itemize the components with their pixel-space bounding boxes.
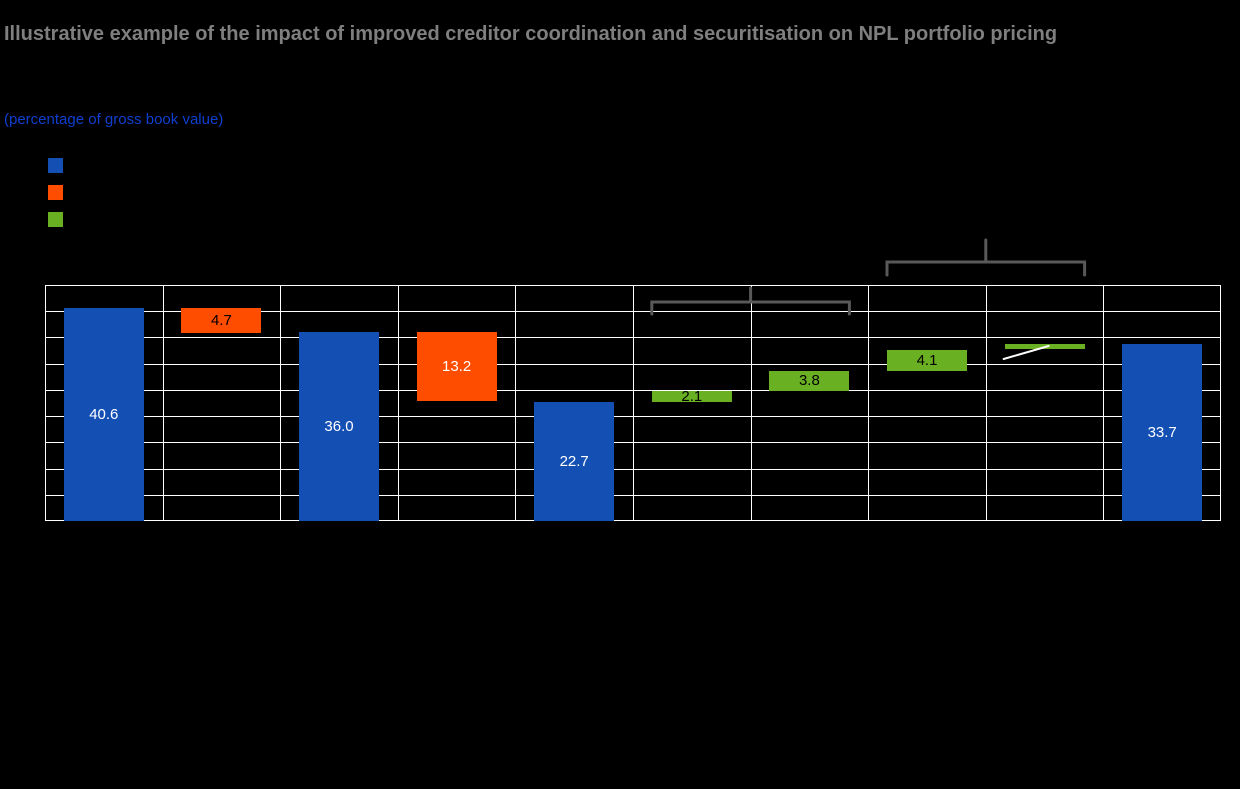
gridline-vertical bbox=[515, 285, 516, 521]
chart-title: Illustrative example of the impact of im… bbox=[4, 23, 1058, 45]
gridline-vertical bbox=[868, 285, 869, 521]
bar-value-label: 4.1 bbox=[916, 351, 938, 369]
bar-value-label: 3.8 bbox=[798, 372, 820, 390]
group-brace-1 bbox=[885, 238, 1087, 277]
gridline-vertical bbox=[398, 285, 399, 521]
chart-legend bbox=[48, 158, 63, 233]
gridline-vertical bbox=[751, 285, 752, 521]
waterfall-bar-col6: 3.8 bbox=[769, 371, 850, 391]
gridline-vertical bbox=[163, 285, 164, 521]
bar-value-label: 33.7 bbox=[1147, 424, 1177, 442]
waterfall-bar-col5: 2.1 bbox=[651, 387, 732, 405]
waterfall-bar-col8 bbox=[1004, 344, 1085, 350]
legend-swatch-orange-series bbox=[48, 185, 63, 200]
waterfall-bar-col1: 4.7 bbox=[181, 308, 262, 333]
title-divider bbox=[0, 88, 1240, 97]
waterfall-bar-col7: 4.1 bbox=[887, 349, 967, 371]
waterfall-bar-col9: 33.7 bbox=[1122, 344, 1203, 521]
legend-swatch-blue-series bbox=[48, 158, 63, 173]
gridline-vertical bbox=[633, 285, 634, 521]
gridline-vertical bbox=[1103, 285, 1104, 521]
bar-value-label: 40.6 bbox=[89, 406, 119, 424]
waterfall-bar-col4: 22.7 bbox=[534, 402, 615, 521]
chart-units-label: (percentage of gross book value) bbox=[4, 111, 224, 128]
bar-value-label: 22.7 bbox=[559, 453, 589, 470]
bar-value-label: 36.0 bbox=[324, 418, 354, 436]
waterfall-bar-col3: 13.2 bbox=[416, 332, 497, 402]
bar-value-label: 2.1 bbox=[681, 387, 703, 405]
legend-swatch-green-series bbox=[48, 212, 63, 227]
waterfall-bar-col0: 40.6 bbox=[63, 308, 144, 521]
bar-value-label: 4.7 bbox=[210, 311, 232, 329]
bar-value-label: 13.2 bbox=[441, 358, 472, 376]
gridline-vertical bbox=[986, 285, 987, 521]
plot-area: 40.6 4.7 36.0 13.2 22.7 2.1 3.8 4.1 33.7 bbox=[45, 285, 1221, 521]
gridline-vertical bbox=[280, 285, 281, 521]
waterfall-bar-col2: 36.0 bbox=[299, 332, 379, 521]
